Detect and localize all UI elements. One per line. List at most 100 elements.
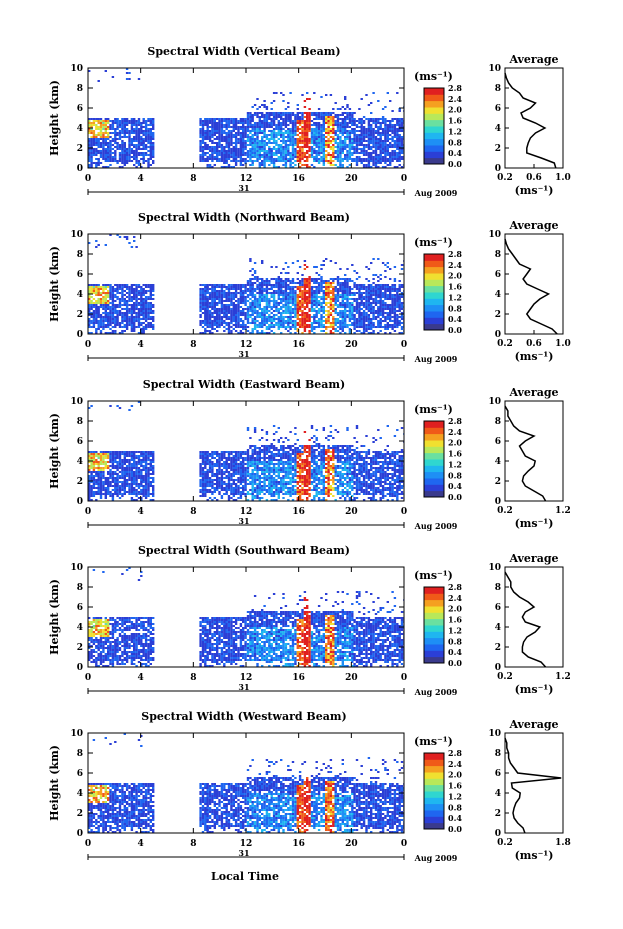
x-tick-label: 16 [292,174,305,184]
colorbar-segment [424,157,444,165]
x-tick-label: 4 [138,174,144,184]
avg-y-tick-label: 4 [495,124,501,134]
colorbar-segment [424,471,444,479]
colorbar-segment [424,446,444,454]
colorbar-segment [424,119,444,127]
colorbar-segment [424,285,444,293]
y-tick-label: 8 [77,84,83,94]
colorbar-segment [424,765,444,773]
colorbar-tick-label: 0.8 [448,802,462,812]
y-tick-label: 6 [77,769,83,779]
x-tick-label: 4 [138,673,144,683]
colorbar-segment [424,440,444,447]
x-tick-label: 0 [85,174,91,184]
colorbar-segment [424,94,444,102]
colorbar-tick-label: 0.4 [448,813,462,823]
colorbar-segment [424,637,444,645]
colorbar-tick-label: 0.0 [448,658,462,668]
colorbar-segment [424,88,444,95]
x-tick-label: 16 [292,507,305,517]
colorbar-tick-label: 1.2 [448,292,462,302]
average-profile-line [504,238,558,335]
panel-1: Spectral Width (Northward Beam) 0 2 4 6 8 10 He… [48,211,571,364]
colorbar-segment [424,816,444,824]
y-tick-label: 10 [70,397,83,407]
heatmap-field [88,234,404,334]
colorbar-segment [424,427,444,435]
avg-y-tick-label: 10 [488,397,501,407]
day-label: 31 [238,183,249,193]
colorbar-tick-label: 2.0 [448,770,462,780]
panel-title: Spectral Width (Vertical Beam) [147,45,340,58]
y-tick-label: 6 [77,603,83,613]
colorbar-tick-label: 2.4 [448,260,462,270]
average-xlabel: (ms⁻¹) [515,517,554,530]
colorbar-tick-label: 1.6 [448,615,462,625]
colorbar-segment [424,772,444,779]
colorbar-segment [424,145,444,152]
panel-0: Spectral Width (Vertical Beam) 0 2 4 6 8 10 Hei… [48,45,571,198]
colorbar-tick-label: 2.4 [448,759,462,769]
day-label: 31 [238,682,249,692]
avg-y-tick-label: 8 [495,583,501,593]
y-tick-label: 2 [77,477,83,487]
avg-y-tick-label: 10 [488,230,501,240]
colorbar-unit: (ms⁻¹) [414,403,453,416]
average-frame [504,566,564,668]
colorbar-tick-label: 1.2 [448,126,462,136]
x-tick-label: 0 [85,673,91,683]
heatmap-field [88,401,404,501]
colorbar-segment [424,753,444,760]
panel-title: Spectral Width (Westward Beam) [141,710,346,723]
avg-y-tick-label: 8 [495,749,501,759]
panels-group: Spectral Width (Vertical Beam) 0 2 4 6 8 10 Hei… [48,45,571,863]
avg-y-tick-label: 4 [495,789,501,799]
colorbar-tick-label: 2.8 [448,83,462,93]
y-tick-label: 2 [77,144,83,154]
colorbar-segment [424,650,444,658]
avg-x-tick-label: 0.2 [497,506,513,516]
day-label: 31 [238,516,249,526]
x-tick-label: 20 [345,340,358,350]
average-frame [504,732,564,834]
average-profile-line [504,72,557,169]
colorbar-segment [424,292,444,299]
average-title: Average [508,552,558,565]
y-tick-label: 2 [77,643,83,653]
avg-y-tick-label: 6 [495,603,501,613]
avg-x-tick-label: 0.6 [526,173,542,183]
x-tick-label: 20 [345,839,358,849]
avg-y-tick-label: 0 [495,330,501,340]
x-tick-label: 0 [85,507,91,517]
average-frame [504,67,564,169]
colorbar-tick-label: 1.6 [448,781,462,791]
colorbar-segment [424,304,444,312]
y-tick-label: 0 [77,829,83,839]
avg-x-tick-label: 0.2 [497,339,513,349]
date-label: Aug 2009 [414,687,458,697]
colorbar-tick-label: 0.0 [448,492,462,502]
colorbar-segment [424,266,444,274]
colorbar-segment [424,465,444,473]
date-label: Aug 2009 [414,853,458,863]
panel-title: Spectral Width (Northward Beam) [138,211,350,224]
colorbar-tick-label: 2.8 [448,416,462,426]
colorbar-segment [424,791,444,798]
colorbar-tick-label: 2.8 [448,582,462,592]
avg-y-tick-label: 0 [495,164,501,174]
average-xlabel: (ms⁻¹) [515,683,554,696]
avg-y-tick-label: 8 [495,84,501,94]
y-tick-label: 8 [77,250,83,260]
colorbar-tick-label: 2.0 [448,438,462,448]
y-tick-label: 2 [77,310,83,320]
average-profile-line [504,571,547,668]
colorbar-frame [423,752,445,830]
colorbar-tick-label: 2.4 [448,593,462,603]
avg-y-tick-label: 4 [495,290,501,300]
x-tick-label: 12 [240,673,253,683]
y-tick-label: 4 [77,457,83,467]
colorbar-segment [424,612,444,620]
avg-x-tick-label: 1.0 [555,173,571,183]
x-tick-label: 20 [345,174,358,184]
colorbar-segment [424,323,444,331]
